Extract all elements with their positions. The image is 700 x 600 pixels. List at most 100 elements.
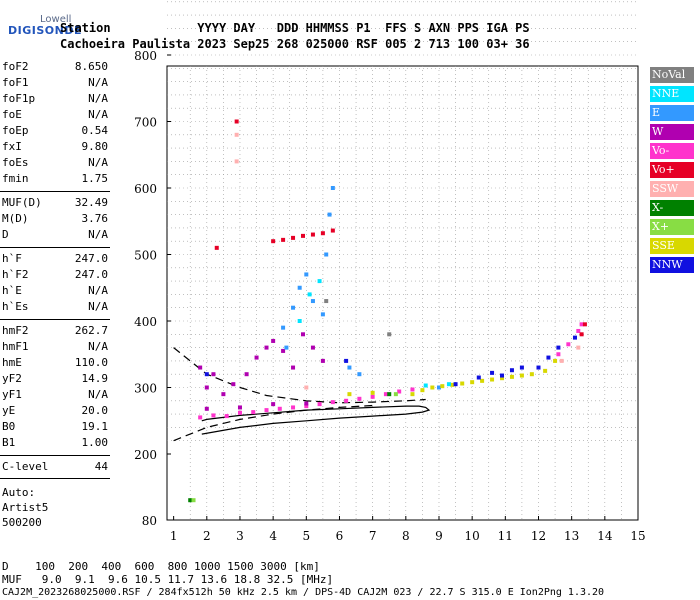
param-value: 19.1	[81, 420, 109, 433]
data-point	[357, 396, 362, 401]
x-tick-label: 3	[236, 529, 244, 543]
param-key: hmE	[2, 356, 22, 369]
data-point	[519, 365, 524, 370]
plot-frame	[166, 65, 639, 521]
param-value: 9.80	[81, 140, 109, 153]
data-point	[234, 119, 239, 124]
x-tick-label: 14	[597, 529, 613, 543]
data-point	[300, 233, 305, 238]
param-key: C-level	[2, 460, 49, 473]
footer-distance-row: D 100 200 400 600 800 1000 1500 3000 [km…	[2, 560, 320, 573]
y-tick-label: 200	[134, 448, 157, 462]
data-point	[281, 237, 286, 242]
data-point	[277, 406, 282, 411]
data-point	[410, 392, 415, 397]
data-point	[324, 299, 329, 304]
x-tick-label: 4	[269, 529, 277, 543]
profile-solid	[201, 405, 431, 435]
x-tick-label: 15	[630, 529, 645, 543]
param-row: yF2 14.9	[2, 372, 108, 388]
param-value: 247.0	[74, 252, 108, 265]
param-value: 20.0	[81, 404, 109, 417]
data-point	[393, 392, 398, 397]
param-value: 44	[94, 460, 108, 473]
param-key: yE	[2, 404, 16, 417]
param-key: foF1	[2, 76, 29, 89]
param-key: h`F2	[2, 268, 29, 281]
data-point	[231, 382, 236, 387]
param-value: N/A	[88, 108, 108, 121]
data-point	[440, 384, 445, 389]
param-row: foF2 8.650	[2, 60, 108, 76]
x-tick-label: 2	[203, 529, 211, 543]
data-point	[271, 338, 276, 343]
data-point	[470, 380, 475, 385]
param-key: h`Es	[2, 300, 29, 313]
data-point	[281, 325, 286, 330]
param-row: MUF(D) 32.49	[2, 196, 108, 212]
param-value: 247.0	[74, 268, 108, 281]
data-point	[254, 355, 259, 360]
data-point	[291, 235, 296, 240]
param-row: yE 20.0	[2, 404, 108, 420]
data-point	[453, 382, 458, 387]
param-row: h`F2 247.0	[2, 268, 108, 284]
param-key: hmF2	[2, 324, 29, 337]
data-point	[576, 328, 581, 333]
legend-item: NNE	[650, 86, 694, 102]
param-row: B0 19.1	[2, 420, 108, 436]
data-point	[291, 305, 296, 310]
data-point	[582, 322, 587, 327]
data-point	[304, 385, 309, 390]
param-key: h`E	[2, 284, 22, 297]
param-value: 14.9	[81, 372, 109, 385]
data-point	[397, 389, 402, 394]
data-point	[188, 498, 193, 503]
legend-item: SSW	[650, 181, 694, 197]
param-row: foE N/A	[2, 108, 108, 124]
data-point	[234, 159, 239, 164]
data-point	[310, 345, 315, 350]
data-point	[347, 365, 352, 370]
data-point	[529, 372, 534, 377]
data-point	[251, 410, 256, 415]
param-row: C-level 44	[2, 460, 108, 476]
panel-separator	[0, 191, 110, 192]
param-key: fxI	[2, 140, 22, 153]
data-point	[450, 382, 455, 387]
panel-separator	[0, 319, 110, 320]
data-point	[271, 239, 276, 244]
param-value: 1.75	[81, 172, 109, 185]
param-value: 32.49	[74, 196, 108, 209]
data-point	[519, 373, 524, 378]
y-tick-label: 700	[134, 116, 157, 130]
auto-code: 500200	[2, 516, 42, 529]
legend-item: Vo+	[650, 162, 694, 178]
data-point	[420, 388, 425, 393]
param-key: foEp	[2, 124, 29, 137]
param-key: M(D)	[2, 212, 29, 225]
data-point	[310, 299, 315, 304]
data-point	[446, 382, 451, 387]
data-point	[330, 186, 335, 190]
data-point	[327, 212, 332, 217]
param-key: foEs	[2, 156, 29, 169]
param-value: N/A	[88, 156, 108, 169]
param-row: h`Es N/A	[2, 300, 108, 316]
data-point	[211, 413, 216, 418]
param-value: 262.7	[74, 324, 108, 337]
y-tick-label: 800	[134, 49, 157, 63]
profile-dashed	[173, 347, 426, 404]
digisonde-logo-text: DIGISONDE	[8, 24, 82, 37]
data-point	[543, 368, 548, 373]
data-point	[500, 373, 505, 378]
auto-artist: Artist5	[2, 501, 49, 514]
legend-item: X+	[650, 219, 694, 235]
data-point	[320, 312, 325, 317]
data-point	[317, 279, 322, 284]
footer-muf-row: MUF 9.0 9.1 9.6 10.5 11.7 13.6 18.8 32.5…	[2, 573, 334, 586]
data-point	[198, 415, 203, 420]
param-value: N/A	[88, 340, 108, 353]
x-tick-label: 6	[336, 529, 344, 543]
data-point	[204, 406, 209, 411]
